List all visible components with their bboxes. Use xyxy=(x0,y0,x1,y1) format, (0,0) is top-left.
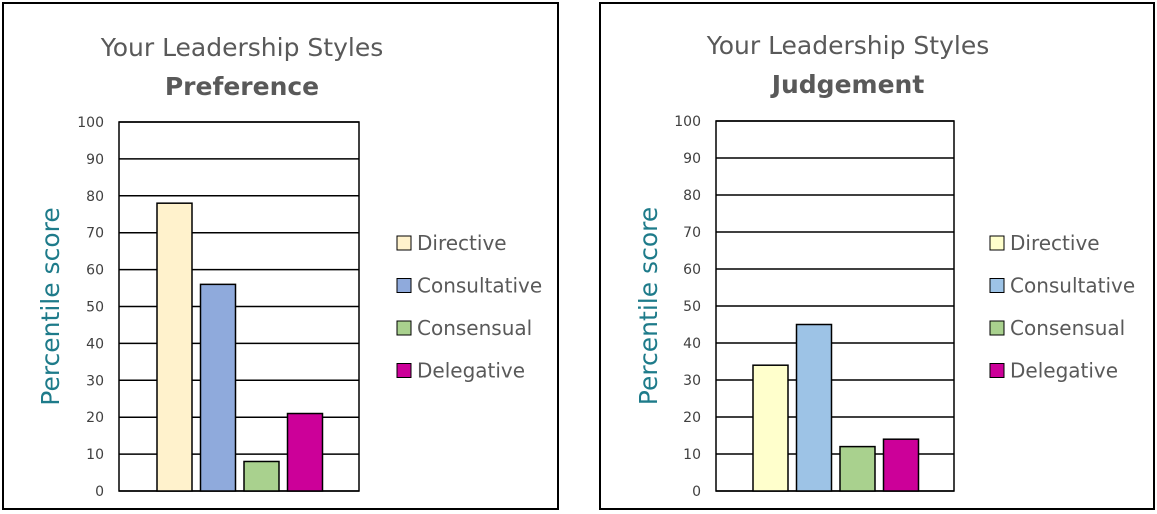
bar-consensual xyxy=(839,445,876,492)
preference-chart: Your Leadership Styles Preference 0 10 20 30 4… xyxy=(36,33,542,500)
y-tick-label-100: 100 xyxy=(674,114,701,130)
y-tick-label-0: 0 xyxy=(692,484,701,500)
y-tick-label-80: 80 xyxy=(683,188,701,204)
y-axis-label: Percentile score xyxy=(634,207,663,405)
y-tick-label-70: 70 xyxy=(86,226,104,242)
y-tick-label-20: 20 xyxy=(86,410,104,426)
legend-label-consultative: Consultative xyxy=(1010,274,1135,298)
chart-panel-preference: Your Leadership Styles Preference 0 10 20 30 4… xyxy=(2,2,559,510)
y-tick-label-70: 70 xyxy=(683,225,701,241)
y-tick-label-10: 10 xyxy=(86,447,104,463)
legend-label-delegative: Delegative xyxy=(417,359,525,383)
legend-label-directive: Directive xyxy=(1010,231,1100,255)
legend-swatch-directive xyxy=(989,235,1005,251)
bar-delegative xyxy=(882,438,920,492)
legend-swatch-consultative xyxy=(396,278,412,293)
bar-directive xyxy=(752,364,789,492)
plot-border xyxy=(715,120,955,492)
y-tick-label-50: 50 xyxy=(86,300,104,316)
legend-swatch-consultative xyxy=(989,278,1005,293)
chart-panel-judgement: Your Leadership Styles Judgement 0 10 20 30 40… xyxy=(599,2,1155,510)
bar-consensual xyxy=(243,460,280,492)
y-tick-label-60: 60 xyxy=(86,263,104,279)
y-tick-label-20: 20 xyxy=(683,410,701,426)
y-tick-label-40: 40 xyxy=(86,336,104,352)
bar-directive xyxy=(156,202,193,492)
y-tick-label-100: 100 xyxy=(77,115,104,131)
chart-subtitle: Judgement xyxy=(770,70,925,99)
plot-border xyxy=(118,121,360,492)
bar-consultative xyxy=(795,323,833,492)
y-tick-label-90: 90 xyxy=(683,151,701,167)
legend-label-directive: Directive xyxy=(417,231,507,255)
chart-title: Your Leadership Styles xyxy=(706,31,989,60)
y-tick-label-50: 50 xyxy=(683,299,701,315)
y-tick-label-80: 80 xyxy=(86,189,104,205)
chart-subtitle: Preference xyxy=(165,72,319,101)
legend-swatch-consensual xyxy=(396,320,412,336)
bar-delegative xyxy=(286,412,324,492)
legend-swatch-consensual xyxy=(989,320,1005,336)
y-tick-label-30: 30 xyxy=(86,373,104,389)
legend-swatch-directive xyxy=(396,235,412,251)
judgement-chart: Your Leadership Styles Judgement 0 10 20 30 40… xyxy=(634,31,1135,500)
y-tick-label-10: 10 xyxy=(683,447,701,463)
y-tick-label-30: 30 xyxy=(683,373,701,389)
legend-swatch-delegative xyxy=(396,363,412,378)
bar-consultative xyxy=(199,283,237,492)
y-tick-label-90: 90 xyxy=(86,152,104,168)
chart-title: Your Leadership Styles xyxy=(100,33,383,62)
legend-label-consensual: Consensual xyxy=(417,316,532,340)
y-tick-label-0: 0 xyxy=(95,484,104,500)
y-tick-label-60: 60 xyxy=(683,262,701,278)
y-tick-label-40: 40 xyxy=(683,336,701,352)
y-axis-label: Percentile score xyxy=(36,207,65,405)
legend-label-consultative: Consultative xyxy=(417,274,542,298)
legend-swatch-delegative xyxy=(989,363,1005,378)
legend-label-consensual: Consensual xyxy=(1010,316,1125,340)
legend-label-delegative: Delegative xyxy=(1010,359,1118,383)
